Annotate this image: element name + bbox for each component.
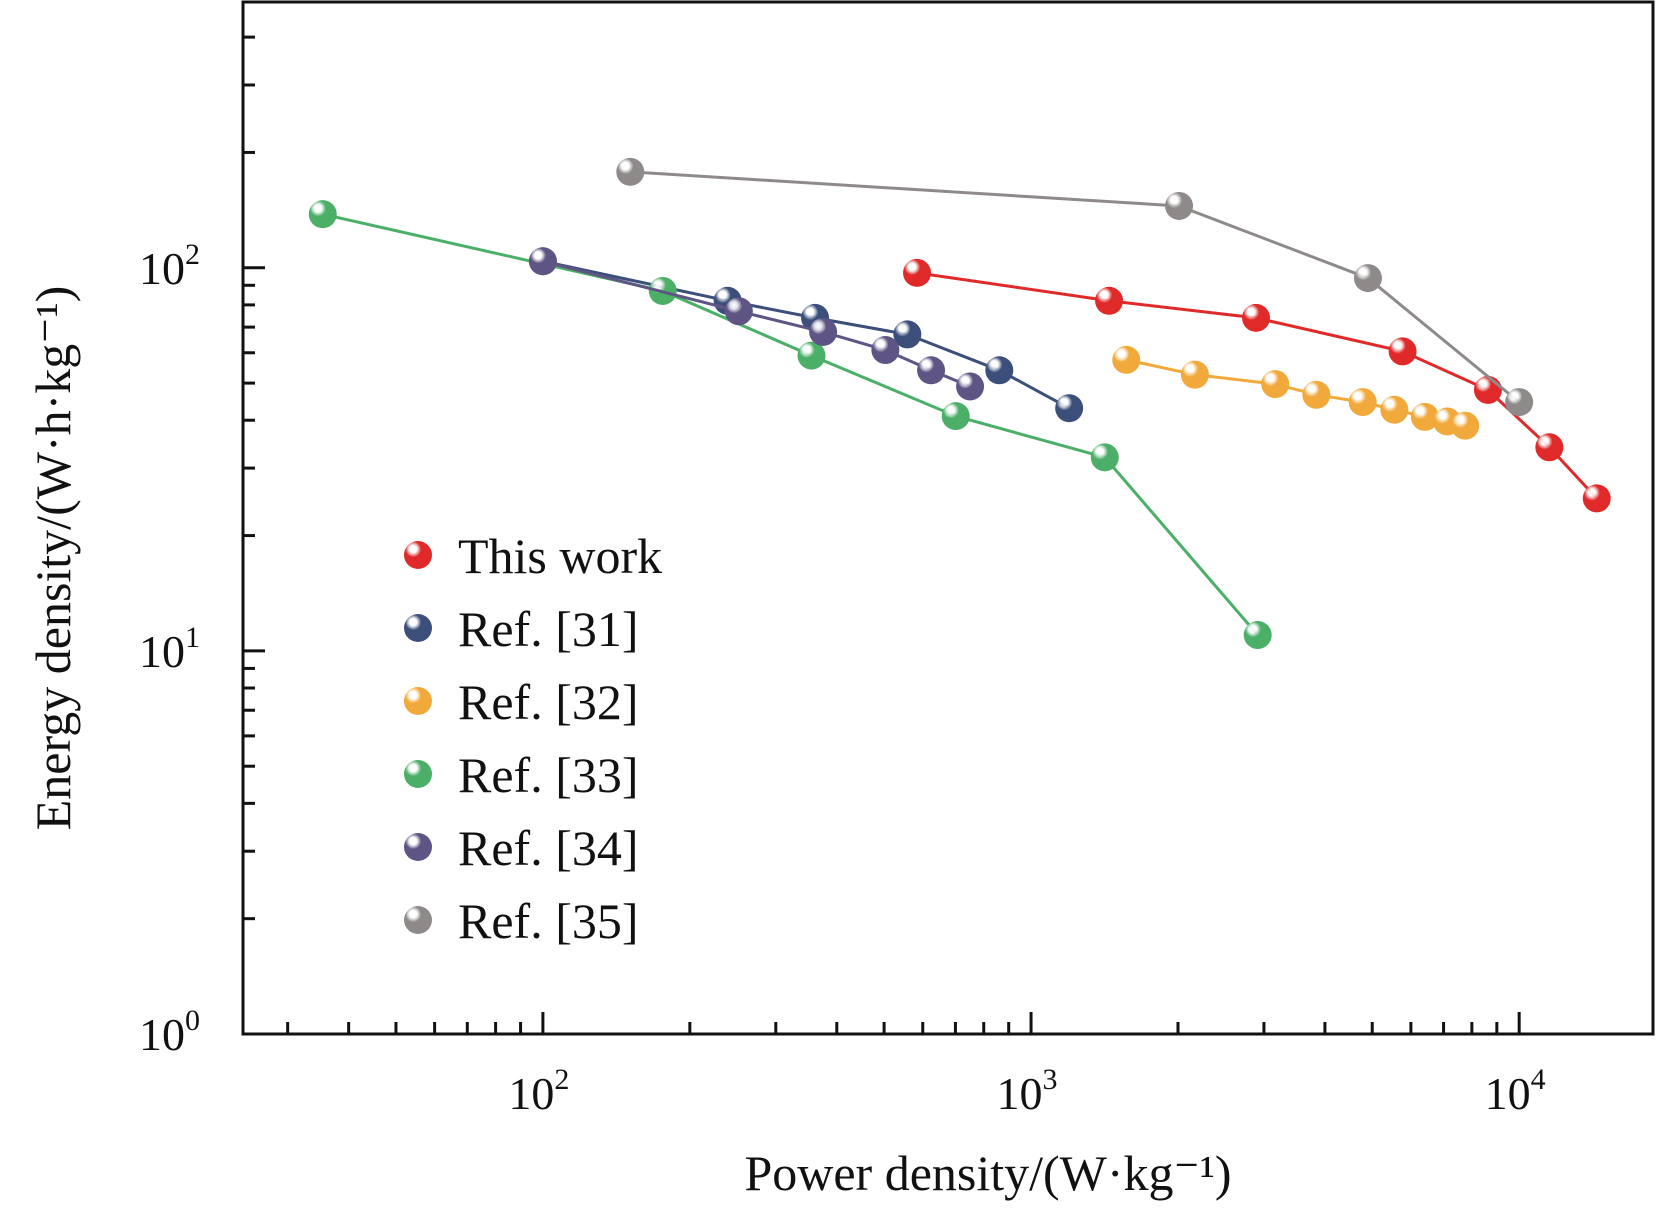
series-layer — [308, 157, 1611, 650]
data-point — [809, 317, 838, 346]
data-point — [1095, 286, 1124, 315]
y-tick-label: 102 — [139, 238, 200, 294]
data-point — [1582, 484, 1611, 513]
data-point — [871, 336, 900, 365]
x-tick-label: 104 — [1485, 1063, 1546, 1119]
data-point — [1505, 388, 1534, 417]
data-point — [903, 258, 932, 287]
legend-marker — [404, 760, 432, 788]
y-axis-title: Energy density/(W·h·kg⁻¹) — [25, 286, 81, 830]
y-tick-label: 100 — [139, 1004, 200, 1060]
data-point — [956, 372, 985, 401]
data-point — [1302, 380, 1331, 409]
data-point — [1353, 264, 1382, 293]
data-point — [1165, 191, 1194, 220]
x-tick-label: 103 — [997, 1063, 1058, 1119]
data-point — [1535, 433, 1564, 462]
data-point — [1410, 402, 1439, 431]
legend-label: Ref. [35] — [458, 893, 639, 949]
legend-item: Ref. [34] — [404, 820, 639, 876]
y-axis-tick-labels: 100 101 102 — [139, 238, 200, 1060]
y-tick-label: 101 — [139, 621, 200, 677]
series-this-work — [903, 258, 1611, 513]
data-point — [528, 247, 557, 276]
series-ref-31 — [528, 247, 1084, 423]
data-point — [1090, 443, 1119, 472]
data-point — [917, 356, 946, 385]
legend-label: Ref. [33] — [458, 747, 639, 803]
legend-label: Ref. [31] — [458, 601, 639, 657]
series-ref-33 — [308, 200, 1272, 650]
data-point — [893, 320, 922, 349]
legend-marker — [404, 687, 432, 715]
legend-marker — [404, 541, 432, 569]
data-point — [1180, 360, 1209, 389]
data-point — [1473, 375, 1502, 404]
legend-item: Ref. [33] — [404, 747, 639, 803]
data-point — [797, 341, 826, 370]
y-axis-ticks — [243, 35, 265, 1036]
legend-marker — [404, 614, 432, 642]
x-axis-title: Power density/(W·kg⁻¹) — [744, 1145, 1231, 1201]
data-point — [1451, 411, 1480, 440]
data-point — [1380, 395, 1409, 424]
data-point — [1055, 394, 1084, 423]
data-point — [941, 402, 970, 431]
data-point — [985, 356, 1014, 385]
legend-label: This work — [458, 528, 662, 584]
legend-label: Ref. [34] — [458, 820, 639, 876]
series-ref-34 — [528, 247, 985, 401]
legend-item: This work — [404, 528, 662, 584]
plot-frame — [241, 0, 1655, 1036]
legend: This work Ref. [31] Ref. [32] Ref. [33] Ref.… — [404, 528, 662, 949]
data-point — [1388, 337, 1417, 366]
data-point — [1242, 303, 1271, 332]
x-axis-tick-labels: 102 103 104 — [508, 1063, 1545, 1119]
data-point — [1348, 388, 1377, 417]
data-point — [724, 297, 753, 326]
data-point — [1243, 621, 1272, 650]
data-point — [1112, 345, 1141, 374]
series-line — [630, 170, 1521, 404]
x-axis-ticks — [286, 1012, 1521, 1034]
legend-marker — [404, 833, 432, 861]
legend-item: Ref. [32] — [404, 674, 639, 730]
data-point — [616, 157, 645, 186]
series-ref-32 — [1112, 345, 1480, 440]
legend-item: Ref. [31] — [404, 601, 639, 657]
series-ref-35 — [616, 157, 1534, 417]
legend-label: Ref. [32] — [458, 674, 639, 730]
data-point — [1261, 370, 1290, 399]
data-point — [308, 200, 337, 229]
legend-marker — [404, 906, 432, 934]
legend-item: Ref. [35] — [404, 893, 639, 949]
x-tick-label: 102 — [508, 1063, 569, 1119]
